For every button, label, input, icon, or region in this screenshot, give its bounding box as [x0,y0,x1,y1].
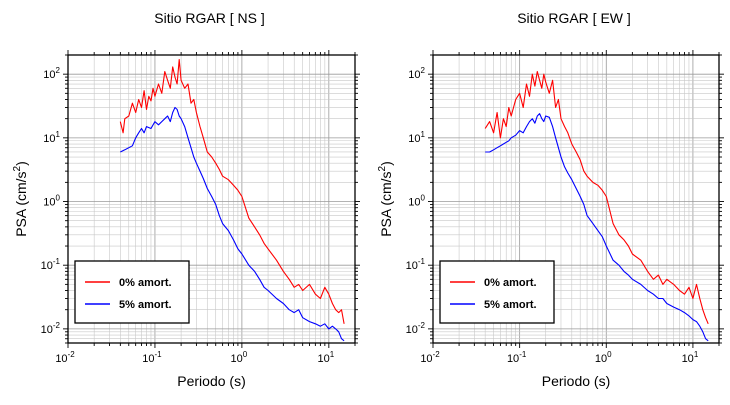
series-line-damped [120,106,345,342]
y-tick-label: 10-1 [406,257,426,272]
chart-panel-0: 10-2 10-1 100 101 10-2 10-1 100 101 102 Sitio RGA… [12,10,360,389]
y-tick-label: 100 [43,194,60,209]
chart-title: Sitio RGAR [ NS ] [154,10,264,26]
chart-panel-1: 10-2 10-1 100 101 10-2 10-1 100 101 102 Sitio RGA… [377,10,724,389]
y-tick-label: 101 [408,130,425,145]
legend-box [439,260,555,324]
legend-label: 5% amort. [484,299,537,311]
plot-frame [432,54,720,344]
y-tick-label: 10-2 [41,321,61,336]
y-tick-label: 10-2 [406,321,426,336]
legend-box [74,260,190,324]
legend: 0% amort. 5% amort. [439,260,555,324]
x-axis-label: Periodo (s) [177,373,245,389]
x-tick-label: 10-2 [55,350,75,365]
legend-label: 5% amort. [119,299,172,311]
x-tick-label: 10-2 [420,350,440,365]
legend-label: 0% amort. [484,277,537,289]
x-tick-label: 10-1 [142,350,162,365]
y-tick-label: 10-1 [41,257,61,272]
plot-frame [67,54,356,344]
x-tick-label: 101 [317,350,334,365]
series-line-undamped [484,70,709,325]
x-tick-label: 100 [231,350,248,365]
y-tick-label: 101 [43,130,60,145]
y-axis-label: PSA (cm/s2) [377,161,394,237]
chart-title: Sitio RGAR [ EW ] [517,10,631,26]
x-tick-label: 10-1 [507,350,527,365]
y-axis-label: PSA (cm/s2) [12,161,29,237]
y-tick-label: 102 [43,66,60,81]
x-axis-label: Periodo (s) [542,373,610,389]
x-tick-label: 100 [595,350,612,365]
legend-label: 0% amort. [119,277,172,289]
x-tick-label: 101 [682,350,699,365]
grid-lines [67,54,356,344]
series-line-undamped [119,58,345,324]
y-tick-label: 100 [408,194,425,209]
series-line-damped [485,113,709,342]
legend: 0% amort. 5% amort. [74,260,190,324]
y-tick-label: 102 [408,66,425,81]
